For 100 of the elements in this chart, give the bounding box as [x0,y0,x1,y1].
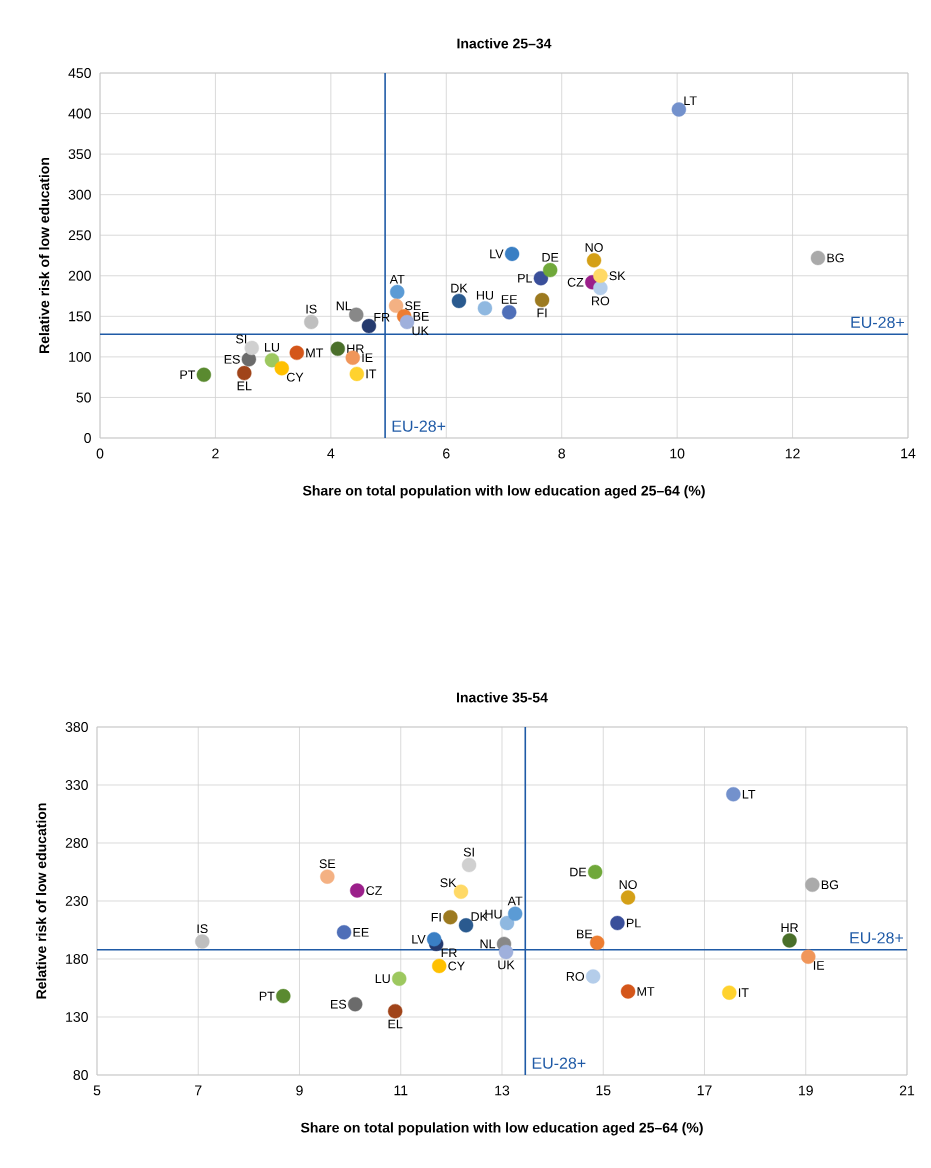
series-label: MT [637,987,655,996]
series-label: IS [197,924,208,934]
series-label: PL [626,918,641,928]
y-tick-label: 180 [66,954,88,964]
x-tick-label: 15 [596,1085,611,1096]
x-tick-label: 5 [93,1085,101,1096]
point [498,944,514,960]
series-label: SK [440,878,457,888]
series-label: EL [237,381,252,391]
series-label: HU [476,291,494,300]
y-tick-label: 150 [69,311,91,322]
series-label: FR [441,948,457,958]
y-tick-label: 450 [68,68,91,78]
point [726,787,741,802]
point [349,366,365,382]
series-label: IE [813,961,825,970]
y-tick-label: 400 [68,108,91,119]
x-tick-label: 17 [697,1085,712,1096]
y-axis-title: Relative risk of low education [38,157,50,353]
y-tick-label: 200 [68,270,91,281]
series-label: RO [592,296,610,306]
x-tick-label: 9 [296,1085,303,1096]
point [805,877,820,892]
x-tick-label: 0 [96,448,104,459]
y-tick-label: 280 [65,838,88,848]
series-label: IT [366,369,377,379]
series-label: LV [412,934,426,944]
point [585,969,601,984]
series-label: PL [518,273,533,283]
y-tick-label: 330 [65,780,88,790]
series-label: ES [331,999,347,1009]
point [620,984,636,999]
series-label: FI [431,912,441,922]
series-label: LU [265,342,280,352]
point [304,314,319,330]
y-tick-label: 300 [68,189,91,200]
y-tick-label: 130 [66,1012,88,1022]
point [432,958,447,974]
point [586,253,602,268]
series-label: NO [585,243,603,252]
series-label: NL [480,939,496,949]
series-label: HR [781,923,798,932]
point [443,910,458,925]
x-tick-label: 2 [212,448,219,459]
point [392,971,407,986]
series-label: HR [347,344,364,354]
point [620,890,636,905]
point [722,985,737,1000]
series-label: DE [542,253,559,262]
series-label: CZ [366,886,382,895]
point [451,293,467,309]
y-tick-label: 250 [68,230,91,241]
point [387,1004,403,1019]
x-tick-label: 8 [558,448,565,459]
x-axis-title: Share on total population with low education aged 25–64 (%) [302,485,705,499]
series-label: SE [319,859,336,869]
x-tick-label: 21 [899,1085,915,1096]
point [534,292,550,308]
series-label: AT [507,896,523,906]
chart-title: Inactive 25–34 [457,38,552,49]
series-label: BE [413,312,429,321]
series-label: PT [180,370,196,380]
point [264,352,280,368]
point [542,262,558,278]
y-tick-label: 50 [76,392,91,403]
x-tick-label: 12 [785,448,800,459]
point [390,284,405,300]
series-label: NO [619,880,637,890]
series-label: BG [821,880,838,890]
series-label: LT [684,96,697,105]
series-label: MT [306,348,324,358]
point [593,268,608,283]
series-label: BE [577,929,593,939]
chart-title: Inactive 35-54 [457,692,548,703]
x-tick-label: 11 [394,1085,408,1096]
point [533,271,549,286]
series-label: AT [389,274,405,284]
point [276,988,291,1004]
series-label: NL [336,301,352,311]
series-label: DE [570,867,587,877]
y-tick-label: 350 [68,149,91,160]
y-axis-title: Relative risk of low education [35,803,47,999]
series-label: SI [236,334,247,344]
ref-line-label: EU-28+ [850,932,903,944]
point [501,305,517,320]
ref-line-label: EU-28+ [392,420,446,432]
x-tick-label: 13 [495,1085,510,1096]
series-label: PT [259,991,275,1001]
series-label: CY [286,372,304,382]
series-label: FI [537,308,547,318]
series-label: DK [451,283,468,293]
point [320,869,335,884]
x-tick-label: 10 [670,448,685,459]
ref-line-label: EU-28+ [532,1057,586,1069]
point [289,345,304,361]
series-label: LT [742,789,756,799]
point [244,340,259,356]
point [336,925,352,940]
point [504,246,520,262]
point [196,367,212,382]
